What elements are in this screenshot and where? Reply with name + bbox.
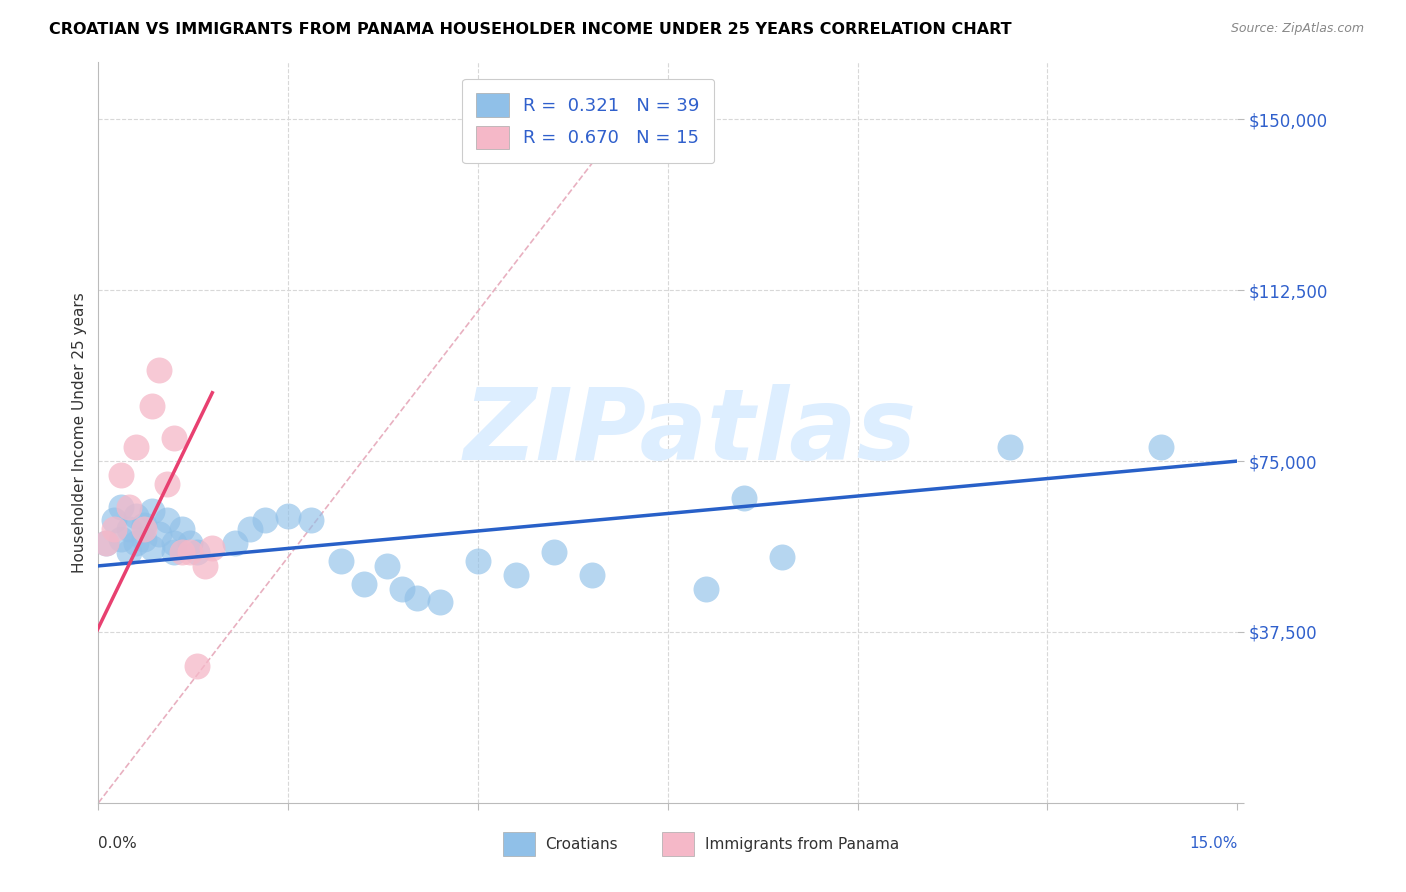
Point — [170, 545, 193, 559]
Point — [467, 554, 489, 568]
Point — [695, 582, 717, 596]
Point — [179, 545, 201, 559]
Point — [94, 536, 117, 550]
Text: Immigrants from Panama: Immigrants from Panama — [706, 837, 900, 852]
Point — [118, 500, 141, 514]
Point — [148, 527, 170, 541]
Text: 15.0%: 15.0% — [1189, 836, 1237, 851]
Point — [118, 523, 141, 537]
Point — [132, 523, 155, 537]
Point — [125, 441, 148, 455]
Point — [170, 523, 193, 537]
Point — [299, 513, 322, 527]
Point — [429, 595, 451, 609]
Point — [103, 523, 125, 537]
Point — [201, 541, 224, 555]
Point — [254, 513, 277, 527]
Point — [163, 431, 186, 445]
Text: Croatians: Croatians — [546, 837, 617, 852]
Point — [391, 582, 413, 596]
Point — [239, 523, 262, 537]
Point — [110, 532, 132, 546]
Text: Source: ZipAtlas.com: Source: ZipAtlas.com — [1230, 22, 1364, 36]
Point — [103, 513, 125, 527]
Point — [141, 541, 163, 555]
Point — [110, 467, 132, 482]
Legend: R =  0.321   N = 39, R =  0.670   N = 15: R = 0.321 N = 39, R = 0.670 N = 15 — [463, 78, 714, 163]
FancyBboxPatch shape — [662, 832, 695, 856]
Point — [148, 363, 170, 377]
Point — [194, 558, 217, 573]
Point — [1150, 441, 1173, 455]
Point — [277, 508, 299, 523]
Text: CROATIAN VS IMMIGRANTS FROM PANAMA HOUSEHOLDER INCOME UNDER 25 YEARS CORRELATION: CROATIAN VS IMMIGRANTS FROM PANAMA HOUSE… — [49, 22, 1012, 37]
Point — [132, 517, 155, 532]
Point — [125, 536, 148, 550]
Point — [163, 545, 186, 559]
Point — [375, 558, 398, 573]
Point — [141, 400, 163, 414]
FancyBboxPatch shape — [503, 832, 534, 856]
Point — [186, 659, 208, 673]
Y-axis label: Householder Income Under 25 years: Householder Income Under 25 years — [72, 293, 87, 573]
Text: ZIPatlas: ZIPatlas — [464, 384, 917, 481]
Point — [353, 577, 375, 591]
Point — [179, 536, 201, 550]
Point — [156, 476, 179, 491]
Point — [141, 504, 163, 518]
Point — [543, 545, 565, 559]
Point — [505, 568, 527, 582]
Point — [224, 536, 246, 550]
Point — [163, 536, 186, 550]
Point — [733, 491, 755, 505]
Point — [118, 545, 141, 559]
Point — [406, 591, 429, 605]
Point — [581, 568, 603, 582]
Point — [330, 554, 353, 568]
Point — [94, 536, 117, 550]
Point — [125, 508, 148, 523]
Point — [156, 513, 179, 527]
Point — [132, 532, 155, 546]
Text: 0.0%: 0.0% — [98, 836, 138, 851]
Point — [110, 500, 132, 514]
Point — [186, 545, 208, 559]
Point — [770, 549, 793, 564]
Point — [998, 441, 1021, 455]
